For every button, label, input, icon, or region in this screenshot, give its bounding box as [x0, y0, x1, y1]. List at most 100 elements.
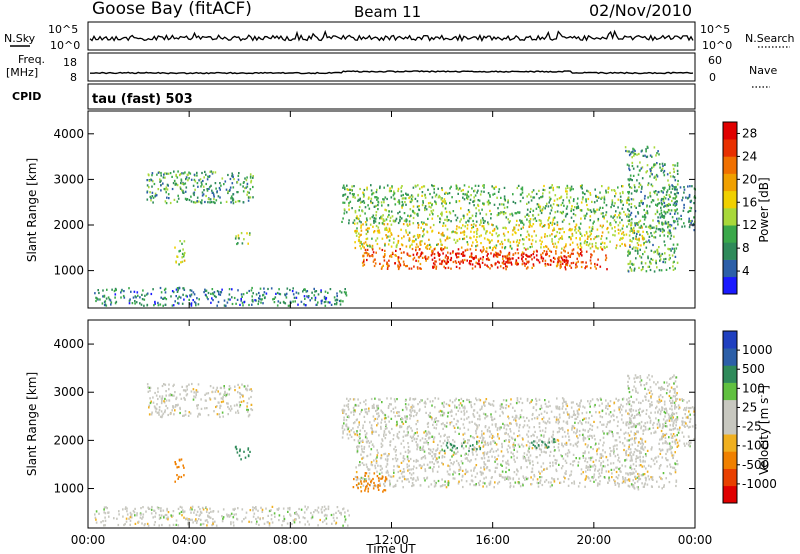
heatmap-cell — [325, 517, 328, 520]
heatmap-cell — [146, 522, 149, 525]
heatmap-cell — [528, 255, 530, 258]
heatmap-cell — [265, 292, 268, 295]
heatmap-cell — [529, 222, 531, 225]
heatmap-cell — [282, 520, 284, 523]
heatmap-cell — [355, 404, 358, 407]
heatmap-cell — [159, 303, 162, 306]
heatmap-cell — [670, 191, 672, 194]
heatmap-cell — [180, 475, 183, 479]
heatmap-cell — [406, 223, 408, 226]
heatmap-cell — [497, 260, 499, 263]
heatmap-cell — [499, 212, 502, 215]
heatmap-cell — [241, 383, 243, 386]
heatmap-cell — [377, 197, 379, 200]
heatmap-cell — [656, 175, 659, 178]
heatmap-cell — [405, 420, 407, 423]
heatmap-cell — [596, 199, 598, 202]
heatmap-cell — [576, 257, 578, 260]
heatmap-cell — [194, 180, 197, 183]
heatmap-cell — [607, 463, 609, 467]
heatmap-cell — [182, 189, 184, 192]
heatmap-cell — [129, 519, 132, 522]
heatmap-cell — [160, 507, 162, 510]
heatmap-cell — [593, 250, 595, 253]
heatmap-cell — [393, 398, 396, 401]
heatmap-cell — [540, 256, 543, 259]
heatmap-cell — [197, 415, 199, 418]
heatmap-cell — [162, 412, 165, 415]
heatmap-cell — [460, 246, 463, 249]
heatmap-cell — [383, 186, 385, 189]
heatmap-cell — [554, 211, 557, 214]
heatmap-cell — [164, 303, 167, 306]
heatmap-cell — [468, 421, 471, 424]
heatmap-cell — [460, 218, 462, 221]
heatmap-cell — [188, 520, 190, 523]
heatmap-cell — [175, 396, 178, 399]
heatmap-cell — [248, 233, 251, 236]
heatmap-cell — [440, 243, 442, 246]
heatmap-cell — [617, 224, 620, 227]
heatmap-cell — [364, 430, 366, 433]
heatmap-cell — [357, 198, 360, 201]
heatmap-cell — [391, 427, 393, 431]
heatmap-cell — [614, 195, 616, 198]
heatmap-cell — [506, 261, 509, 264]
heatmap-cell — [521, 437, 524, 440]
heatmap-cell — [532, 196, 534, 199]
heatmap-cell — [609, 222, 612, 225]
heatmap-cell — [661, 230, 664, 234]
heatmap-cell — [631, 156, 633, 159]
heatmap-cell — [511, 437, 514, 440]
heatmap-cell — [103, 304, 106, 307]
heatmap-cell — [252, 506, 254, 509]
heatmap-cell — [555, 407, 558, 410]
heatmap-cell — [214, 182, 217, 185]
heatmap-cell — [516, 399, 519, 402]
heatmap-cell — [421, 252, 424, 255]
heatmap-cell — [459, 427, 461, 430]
heatmap-cell — [484, 220, 486, 223]
heatmap-cell — [175, 288, 178, 291]
heatmap-cell — [294, 512, 297, 515]
heatmap-cell — [343, 404, 346, 407]
heatmap-cell — [654, 192, 656, 195]
heatmap-cell — [110, 301, 113, 304]
heatmap-cell — [641, 439, 643, 442]
heatmap-cell — [601, 226, 604, 229]
heatmap-cell — [343, 212, 346, 215]
heatmap-cell — [158, 514, 161, 517]
heatmap-cell — [174, 461, 176, 464]
heatmap-cell — [643, 197, 646, 200]
freq-tick-bottom: 8 — [70, 71, 77, 84]
heatmap-cell — [417, 403, 419, 406]
heatmap-cell — [469, 255, 471, 258]
heatmap-cell — [636, 222, 638, 225]
heatmap-cell — [231, 197, 234, 200]
heatmap-cell — [439, 238, 442, 241]
heatmap-cell — [502, 255, 504, 258]
heatmap-cell — [345, 291, 347, 294]
heatmap-cell — [459, 220, 461, 223]
heatmap-cell — [362, 195, 365, 198]
heatmap-cell — [581, 412, 584, 415]
heatmap-cell — [416, 420, 419, 423]
heatmap-cell — [562, 420, 565, 423]
heatmap-cell — [97, 289, 99, 292]
heatmap-cell — [411, 404, 414, 407]
heatmap-cell — [366, 252, 369, 255]
heatmap-cell — [189, 295, 192, 298]
heatmap-cell — [170, 514, 172, 517]
heatmap-cell — [471, 255, 473, 259]
heatmap-cell — [382, 214, 384, 217]
heatmap-cell — [550, 481, 552, 484]
heatmap-cell — [423, 228, 425, 231]
heatmap-cell — [550, 209, 553, 212]
heatmap-cell — [552, 229, 554, 232]
heatmap-cell — [347, 437, 350, 440]
heatmap-cell — [564, 266, 566, 269]
heatmap-cell — [398, 202, 401, 205]
heatmap-cell — [151, 195, 154, 198]
heatmap-cell — [581, 254, 583, 257]
heatmap-cell — [212, 522, 214, 525]
